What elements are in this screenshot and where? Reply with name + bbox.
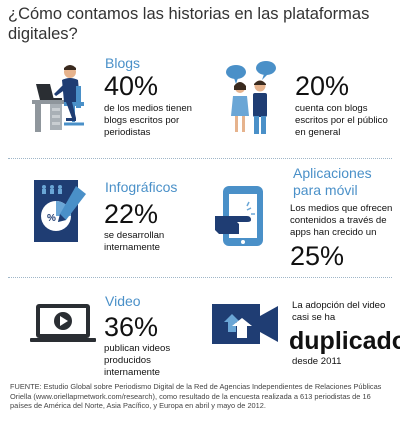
infographics-description: se desarrollan internamente: [104, 230, 165, 253]
video-growth-description: La adopción del video casi se ha: [292, 300, 386, 323]
page-title: ¿Cómo contamos las historias en las plat…: [8, 5, 370, 43]
pie-chart-document-icon: %: [34, 180, 86, 242]
public-blogs-stat: 20%: [295, 71, 350, 101]
blogs-heading: Blogs: [105, 55, 141, 71]
video-description: publican videos producidos internamente: [104, 343, 171, 378]
blogs-stat: 40%: [104, 71, 159, 101]
divider-2: [8, 277, 392, 279]
people-talking-icon: [226, 61, 276, 134]
apps-description: Los medios que ofrecen contenidos a trav…: [290, 203, 393, 238]
laptop-play-icon: [30, 304, 96, 342]
public-blogs-description: cuenta con blogs escritos por el público…: [295, 103, 388, 138]
infographics-stat: 22%: [104, 199, 159, 229]
infographics-heading: Infográficos: [105, 179, 178, 195]
video-heading: Video: [105, 293, 141, 309]
person-at-desk-icon: [32, 65, 84, 132]
apps-stat: 25%: [290, 241, 345, 271]
divider-1: [8, 158, 392, 160]
video-stat: 36%: [104, 312, 159, 342]
blogs-description: de los medios tienen blogs escritos por …: [104, 103, 192, 138]
apps-heading-line1: Aplicaciones: [293, 165, 372, 181]
video-growth-stat: duplicado: [289, 327, 400, 355]
svg-text:%: %: [47, 213, 56, 224]
apps-heading-line2: para móvil: [293, 182, 358, 198]
video-growth-since: desde 2011: [292, 356, 342, 367]
source-footnote: FUENTE: Estudio Global sobre Periodismo …: [10, 382, 382, 410]
video-camera-upload-icon: [212, 304, 278, 344]
tablet-touch-icon: [215, 186, 263, 246]
